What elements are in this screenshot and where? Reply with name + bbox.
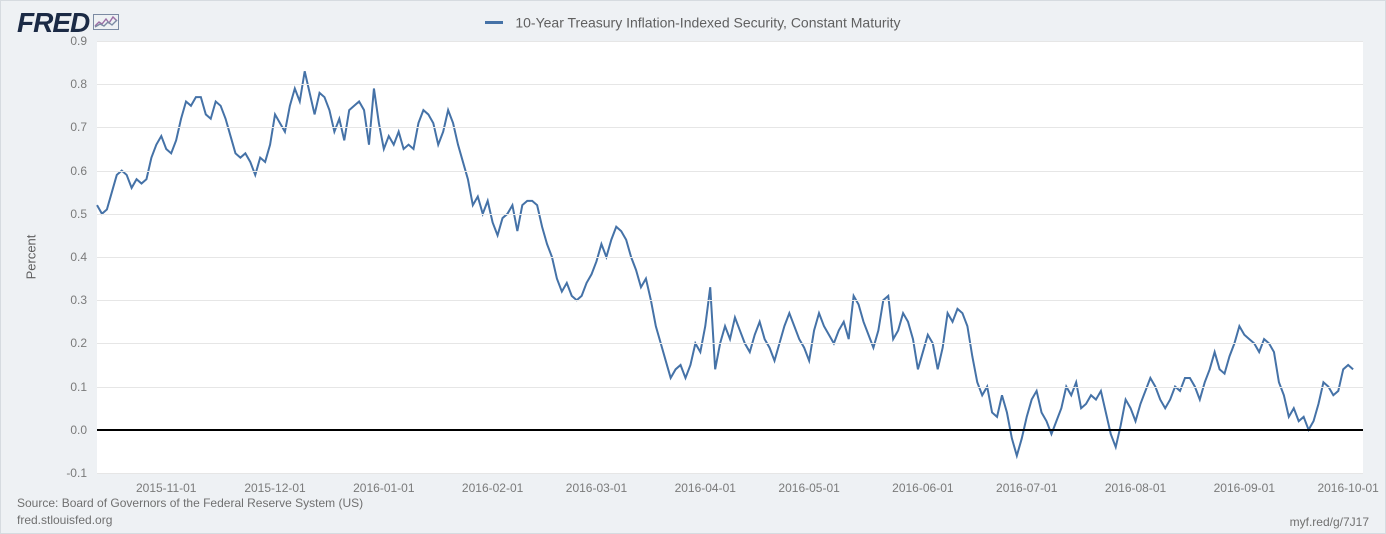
y-axis-title: Percent — [24, 235, 39, 280]
y-tick-label: 0.9 — [70, 34, 87, 48]
x-tick-label: 2016-10-01 — [1317, 481, 1378, 495]
gridline — [97, 300, 1363, 301]
x-tick-label: 2016-03-01 — [566, 481, 627, 495]
x-tick-label: 2016-06-01 — [892, 481, 953, 495]
source-text: Source: Board of Governors of the Federa… — [17, 495, 363, 512]
x-tick-label: 2016-05-01 — [778, 481, 839, 495]
series-line — [97, 71, 1353, 455]
y-tick-label: 0.5 — [70, 207, 87, 221]
x-tick-label: 2016-08-01 — [1105, 481, 1166, 495]
y-tick-label: 0.0 — [70, 423, 87, 437]
legend-swatch — [485, 21, 503, 24]
y-tick-label: 0.2 — [70, 336, 87, 350]
gridline — [97, 41, 1363, 42]
y-tick-label: 0.7 — [70, 120, 87, 134]
gridline — [97, 214, 1363, 215]
y-tick-label: 0.4 — [70, 250, 87, 264]
footer: Source: Board of Governors of the Federa… — [17, 495, 363, 529]
zero-line — [97, 429, 1363, 431]
x-tick-label: 2016-01-01 — [353, 481, 414, 495]
x-tick-label: 2015-11-01 — [136, 481, 197, 495]
x-tick-label: 2016-07-01 — [996, 481, 1057, 495]
gridline — [97, 127, 1363, 128]
x-tick-label: 2015-12-01 — [244, 481, 305, 495]
legend: 10-Year Treasury Inflation-Indexed Secur… — [1, 13, 1385, 30]
y-tick-label: 0.1 — [70, 380, 87, 394]
plot-area: -0.10.00.10.20.30.40.50.60.70.80.92015-1… — [97, 41, 1363, 473]
gridline — [97, 257, 1363, 258]
site-text: fred.stlouisfed.org — [17, 512, 363, 529]
x-tick-label: 2016-02-01 — [462, 481, 523, 495]
gridline — [97, 473, 1363, 474]
legend-label: 10-Year Treasury Inflation-Indexed Secur… — [515, 14, 900, 30]
y-tick-label: 0.8 — [70, 77, 87, 91]
y-tick-label: 0.3 — [70, 293, 87, 307]
gridline — [97, 171, 1363, 172]
gridline — [97, 84, 1363, 85]
y-tick-label: 0.6 — [70, 164, 87, 178]
y-tick-label: -0.1 — [66, 466, 87, 480]
x-tick-label: 2016-09-01 — [1214, 481, 1275, 495]
chart-frame: FRED 10-Year Treasury Inflation-Indexed … — [0, 0, 1386, 534]
gridline — [97, 387, 1363, 388]
gridline — [97, 343, 1363, 344]
x-tick-label: 2016-04-01 — [675, 481, 736, 495]
short-url: myf.red/g/7J17 — [1290, 515, 1369, 529]
